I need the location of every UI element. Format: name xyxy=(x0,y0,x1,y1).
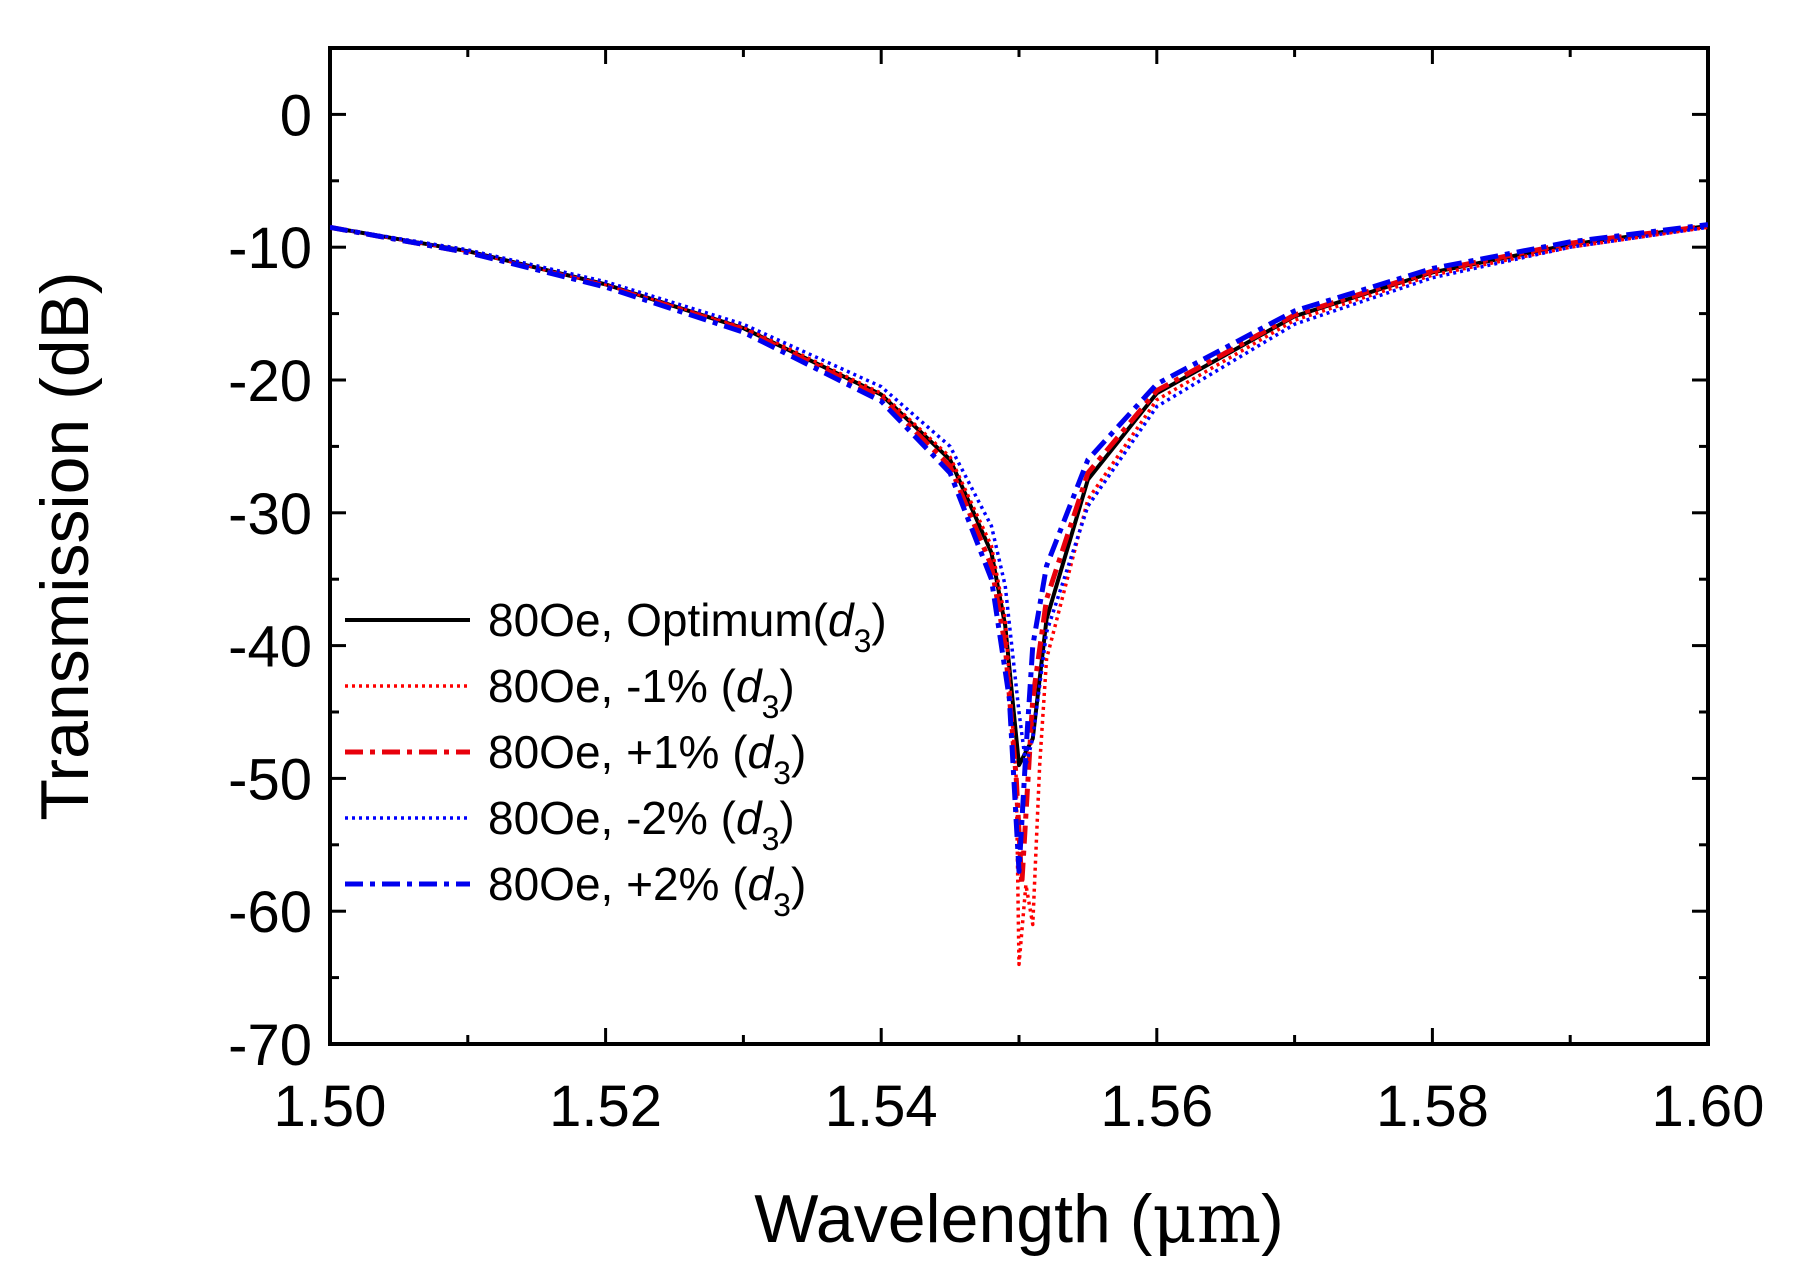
legend: 80Oe, Optimum(d3)80Oe, -1% (d3)80Oe, +1%… xyxy=(345,594,887,923)
y-tick-label: 0 xyxy=(280,83,312,148)
series-line-4 xyxy=(330,225,1708,767)
series-line-2 xyxy=(330,225,1708,967)
y-tick-label: -70 xyxy=(228,1013,312,1078)
legend-label-4: 80Oe, -2% (d3) xyxy=(488,792,795,857)
y-tick-label: -30 xyxy=(228,482,312,547)
x-tick-label: 1.58 xyxy=(1376,1074,1489,1139)
y-tick-label: -50 xyxy=(228,747,312,812)
legend-label-5: 80Oe, +2% (d3) xyxy=(488,858,806,923)
legend-label-text: 80Oe, +1% ( xyxy=(488,726,748,778)
legend-label-sub: 3 xyxy=(762,821,780,857)
legend-label-2: 80Oe, -1% (d3) xyxy=(488,660,795,725)
legend-label-close: ) xyxy=(779,660,794,712)
x-axis-title-prefix: Wavelength ( xyxy=(754,1181,1152,1257)
x-tick-label: 1.60 xyxy=(1652,1074,1765,1139)
legend-label-var: d xyxy=(736,792,763,844)
legend-label-var: d xyxy=(748,726,775,778)
y-tick-label: -60 xyxy=(228,880,312,945)
series-line-5 xyxy=(330,222,1708,874)
legend-label-text: 80Oe, +2% ( xyxy=(488,858,748,910)
legend-label-3: 80Oe, +1% (d3) xyxy=(488,726,806,791)
series-layer xyxy=(330,222,1708,967)
y-axis-title: Transmission (dB) xyxy=(27,271,103,820)
legend-label-close: ) xyxy=(779,792,794,844)
tick-labels: 1.50 1.52 1.54 1.56 1.58 1.60 0 -10 -20 -30 -40 -50… xyxy=(228,83,1764,1139)
series-line-3 xyxy=(330,223,1708,888)
legend-label-text: 80Oe, -2% ( xyxy=(488,792,737,844)
legend-label-close: ) xyxy=(871,594,886,646)
legend-label-text: 80Oe, Optimum( xyxy=(488,594,829,646)
x-tick-label: 1.54 xyxy=(825,1074,938,1139)
legend-label-var: d xyxy=(736,660,763,712)
y-tick-label: -10 xyxy=(228,216,312,281)
legend-label-sub: 3 xyxy=(773,887,791,923)
x-axis-title-suffix: ) xyxy=(1261,1181,1284,1257)
legend-label-sub: 3 xyxy=(854,623,872,659)
x-tick-label: 1.52 xyxy=(549,1074,662,1139)
legend-label-var: d xyxy=(828,594,855,646)
legend-label-var: d xyxy=(748,858,775,910)
legend-label-close: ) xyxy=(791,726,806,778)
legend-label-sub: 3 xyxy=(762,689,780,725)
x-tick-label: 1.50 xyxy=(274,1074,387,1139)
y-tick-label: -20 xyxy=(228,349,312,414)
legend-label-1: 80Oe, Optimum(d3) xyxy=(488,594,887,659)
y-tick-label: -40 xyxy=(228,615,312,680)
legend-label-close: ) xyxy=(791,858,806,910)
x-axis-title-unit: μm xyxy=(1152,1180,1261,1259)
legend-label-text: 80Oe, -1% ( xyxy=(488,660,737,712)
axis-ticks xyxy=(328,46,1710,1046)
x-tick-label: 1.56 xyxy=(1100,1074,1213,1139)
x-axis-title: Wavelength (μm) xyxy=(754,1180,1283,1259)
legend-label-sub: 3 xyxy=(773,755,791,791)
